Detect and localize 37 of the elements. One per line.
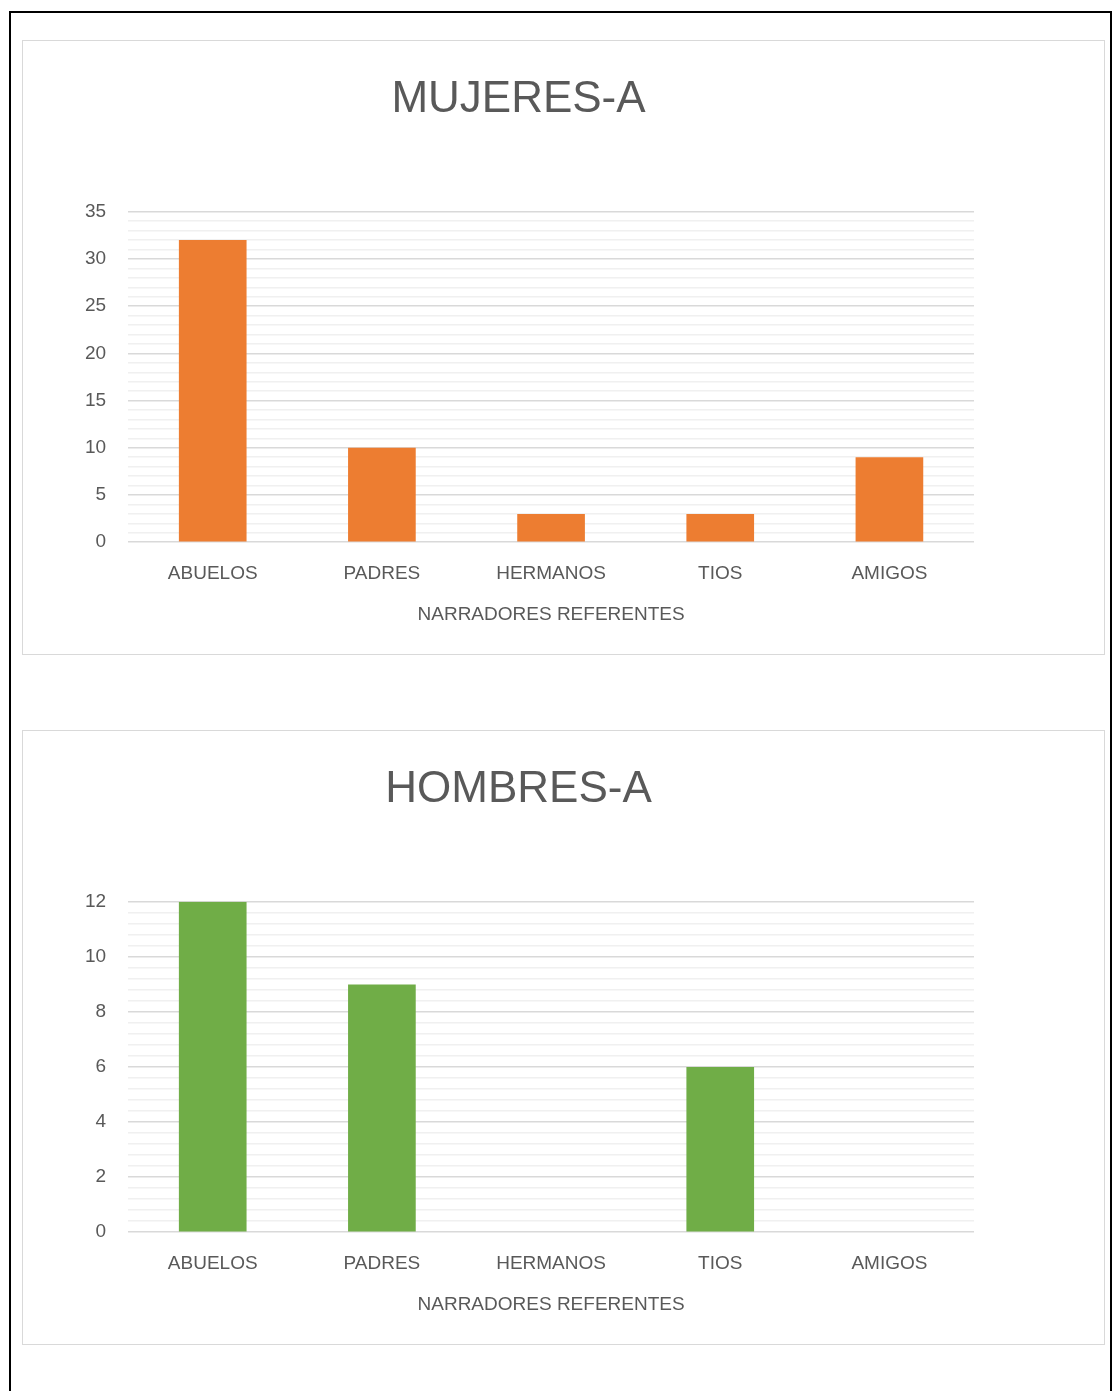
bar — [178, 240, 247, 542]
y-tick-label: 0 — [95, 530, 107, 552]
y-tick-label: 35 — [84, 200, 107, 222]
bar — [348, 984, 416, 1232]
x-axis-title: NARRADORES REFERENTES — [417, 1292, 685, 1314]
x-tick-label: AMIGOS — [851, 561, 928, 583]
x-tick-label: ABUELOS — [167, 561, 258, 583]
bar — [178, 901, 247, 1232]
y-tick-label: 10 — [84, 436, 107, 458]
y-tick-label: 8 — [95, 1000, 107, 1022]
x-tick-label: TIOS — [698, 561, 743, 583]
x-tick-label: AMIGOS — [851, 1251, 928, 1273]
x-tick-label: HERMANOS — [496, 1251, 606, 1273]
bar — [686, 1067, 755, 1232]
bar — [348, 447, 416, 542]
y-tick-label: 15 — [84, 388, 107, 410]
y-tick-label: 12 — [84, 890, 107, 912]
chart-title: HOMBRES-A — [385, 761, 653, 811]
y-tick-label: 0 — [95, 1220, 107, 1242]
bar — [855, 457, 924, 542]
x-tick-label: PADRES — [343, 561, 421, 583]
y-tick-label: 2 — [95, 1165, 107, 1187]
y-tick-label: 30 — [84, 247, 107, 269]
y-tick-label: 5 — [95, 483, 107, 505]
x-tick-label: HERMANOS — [496, 561, 606, 583]
y-tick-label: 10 — [84, 945, 107, 967]
bar — [686, 513, 755, 542]
x-tick-label: PADRES — [343, 1251, 421, 1273]
y-tick-label: 20 — [84, 341, 107, 363]
chart-title: MUJERES-A — [391, 71, 647, 121]
y-tick-label: 4 — [95, 1110, 107, 1132]
x-tick-label: TIOS — [698, 1251, 743, 1273]
x-tick-label: ABUELOS — [167, 1251, 258, 1273]
x-axis-title: NARRADORES REFERENTES — [417, 602, 685, 624]
y-tick-label: 25 — [84, 294, 107, 316]
y-tick-label: 6 — [95, 1055, 107, 1077]
bar — [517, 513, 585, 542]
